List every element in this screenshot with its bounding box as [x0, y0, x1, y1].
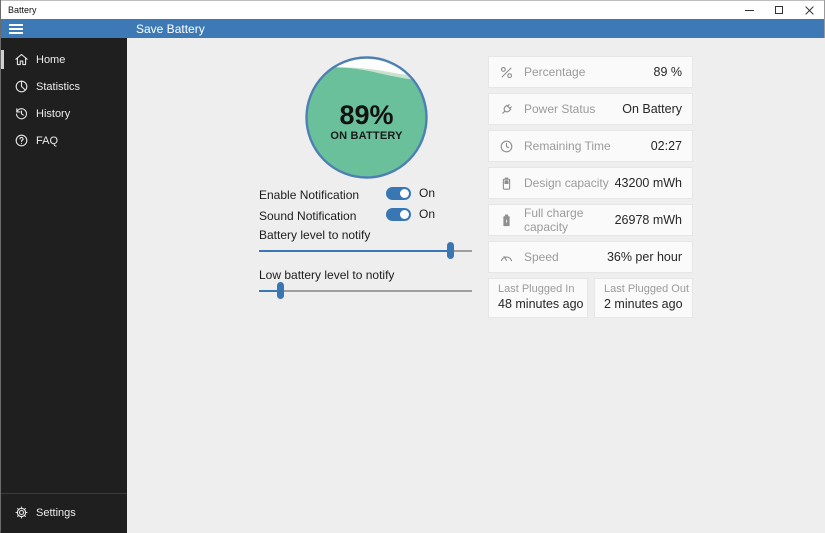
- power-plug-icon: [498, 101, 514, 117]
- minimize-icon: [744, 9, 754, 11]
- toggle-label: Enable Notification: [259, 188, 360, 202]
- stat-value: 36% per hour: [606, 250, 682, 264]
- question-circle-icon: [13, 133, 29, 149]
- sidebar: Home Statistics History FAQ: [1, 38, 127, 533]
- stat-card-last-plugged-in: Last Plugged In 48 minutes ago: [489, 279, 587, 317]
- sidebar-item-label: Settings: [36, 506, 76, 519]
- minimize-button[interactable]: [734, 1, 764, 19]
- sidebar-item-faq[interactable]: FAQ: [1, 127, 127, 154]
- slider-track[interactable]: [259, 290, 472, 292]
- hamburger-menu-button[interactable]: [1, 19, 33, 38]
- battery-outline-icon: [498, 175, 514, 191]
- low-battery-level-slider[interactable]: [259, 282, 472, 299]
- title-bar: Battery: [1, 0, 824, 19]
- page-title: Save Battery: [136, 21, 205, 36]
- stat-label: Full charge capacity: [524, 206, 584, 234]
- stat-label: Remaining Time: [524, 139, 611, 153]
- battery-level-slider[interactable]: [259, 242, 472, 259]
- battery-gauge: 89% ON BATTERY: [304, 55, 429, 180]
- slider-thumb[interactable]: [447, 242, 455, 259]
- app-header: Save Battery: [1, 19, 824, 38]
- stat-value: 02:27: [650, 139, 682, 153]
- toggle-state: On: [419, 207, 436, 221]
- toggle-row: Enable Notification On: [259, 186, 472, 202]
- home-icon: [13, 52, 29, 68]
- toggle-state: On: [419, 186, 436, 200]
- gauge-percentage: 89%: [339, 99, 394, 130]
- stat-card-speed: Speed 36% per hour: [489, 242, 692, 272]
- stat-card-last-plugged-out: Last Plugged Out 2 minutes ago: [595, 279, 692, 317]
- stat-value: 2 minutes ago: [604, 297, 683, 311]
- stat-label: Last Plugged Out: [604, 283, 690, 295]
- close-button[interactable]: [794, 1, 824, 19]
- enable-notification-toggle[interactable]: [386, 187, 411, 200]
- maximize-button[interactable]: [764, 1, 794, 19]
- maximize-icon: [775, 6, 783, 14]
- stat-card-power-status: Power Status On Battery: [489, 94, 692, 124]
- battery-full-icon: [498, 212, 514, 228]
- stat-value: 89 %: [653, 65, 683, 79]
- stat-card-full-charge-capacity: Full charge capacity 26978 mWh: [489, 205, 692, 235]
- clock-icon: [498, 138, 514, 154]
- stat-card-remaining-time: Remaining Time 02:27: [489, 131, 692, 161]
- toggle-knob: [400, 189, 409, 198]
- sidebar-item-statistics[interactable]: Statistics: [1, 73, 127, 100]
- slider-label: Battery level to notify: [259, 228, 371, 242]
- notification-controls: Enable Notification On Sound Notificatio…: [259, 186, 472, 299]
- window-title: Battery: [8, 5, 37, 15]
- sidebar-item-label: Statistics: [36, 80, 81, 93]
- sidebar-item-label: History: [36, 107, 71, 120]
- sidebar-item-label: Home: [36, 53, 66, 66]
- toggle-row: Sound Notification On: [259, 207, 472, 223]
- gear-icon: [13, 505, 29, 521]
- slider-label: Low battery level to notify: [259, 268, 395, 282]
- stat-value: On Battery: [622, 102, 682, 116]
- sidebar-item-settings[interactable]: Settings: [1, 499, 127, 526]
- stat-label: Last Plugged In: [498, 283, 575, 295]
- speedometer-icon: [498, 249, 514, 265]
- sidebar-item-label: FAQ: [36, 134, 59, 147]
- slider-thumb[interactable]: [276, 282, 284, 299]
- history-icon: [13, 106, 29, 122]
- gauge-status: ON BATTERY: [330, 129, 403, 142]
- stat-label: Design capacity: [524, 176, 609, 190]
- stat-label: Power Status: [524, 102, 596, 116]
- main-content: 89% ON BATTERY Enable Notification On So…: [127, 38, 825, 533]
- sidebar-item-history[interactable]: History: [1, 100, 127, 127]
- stat-value: 43200 mWh: [614, 176, 682, 190]
- slider-fill: [259, 249, 451, 252]
- slider-fill: [259, 289, 281, 292]
- close-icon: [804, 5, 814, 15]
- sidebar-item-home[interactable]: Home: [1, 46, 127, 73]
- pie-chart-icon: [13, 79, 29, 95]
- stat-label: Speed: [524, 250, 559, 264]
- stat-card-design-capacity: Design capacity 43200 mWh: [489, 168, 692, 198]
- stat-label: Percentage: [524, 65, 586, 79]
- toggle-label: Sound Notification: [259, 209, 357, 223]
- stat-value: 26978 mWh: [614, 213, 682, 227]
- percentage-icon: [498, 64, 514, 80]
- stat-value: 48 minutes ago: [498, 297, 584, 311]
- sound-notification-toggle[interactable]: [386, 208, 411, 221]
- stat-card-percentage: Percentage 89 %: [489, 57, 692, 87]
- toggle-knob: [400, 210, 409, 219]
